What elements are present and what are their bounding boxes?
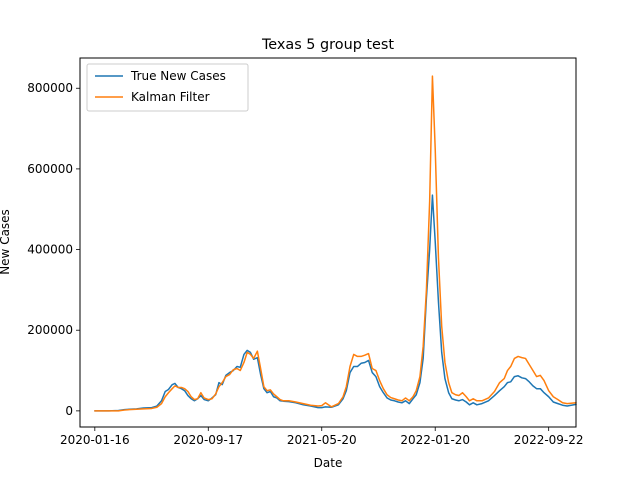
y-tick-label: 400000 bbox=[27, 243, 73, 257]
y-tick-label: 800000 bbox=[27, 81, 73, 95]
legend-label-2: Kalman Filter bbox=[131, 90, 210, 104]
x-tick-label: 2022-01-20 bbox=[400, 433, 470, 447]
axes-layer: 2020-01-16 2020-09-17 2021-05-20 2022-01-20… bbox=[27, 81, 583, 447]
x-tick-label: 2022-09-22 bbox=[514, 433, 584, 447]
series-layer bbox=[94, 75, 577, 412]
chart-title: Texas 5 group test bbox=[261, 37, 394, 53]
y-tick-label: 200000 bbox=[27, 323, 73, 337]
plot-area-frame bbox=[79, 57, 577, 428]
y-tick-label: 0 bbox=[65, 404, 73, 418]
series-line-2 bbox=[94, 75, 577, 412]
legend-box bbox=[86, 63, 249, 112]
x-tick-label: 2020-01-16 bbox=[60, 433, 130, 447]
y-axis-label: New Cases bbox=[0, 209, 12, 275]
x-tick-label: 2020-09-17 bbox=[173, 433, 243, 447]
x-axis-label: Date bbox=[314, 456, 343, 470]
y-tick-label: 600000 bbox=[27, 162, 73, 176]
x-tick-label: 2021-05-20 bbox=[287, 433, 357, 447]
legend-label-1: True New Cases bbox=[130, 69, 226, 83]
series-line-1 bbox=[94, 194, 577, 412]
legend: True New Cases Kalman Filter bbox=[86, 63, 249, 112]
